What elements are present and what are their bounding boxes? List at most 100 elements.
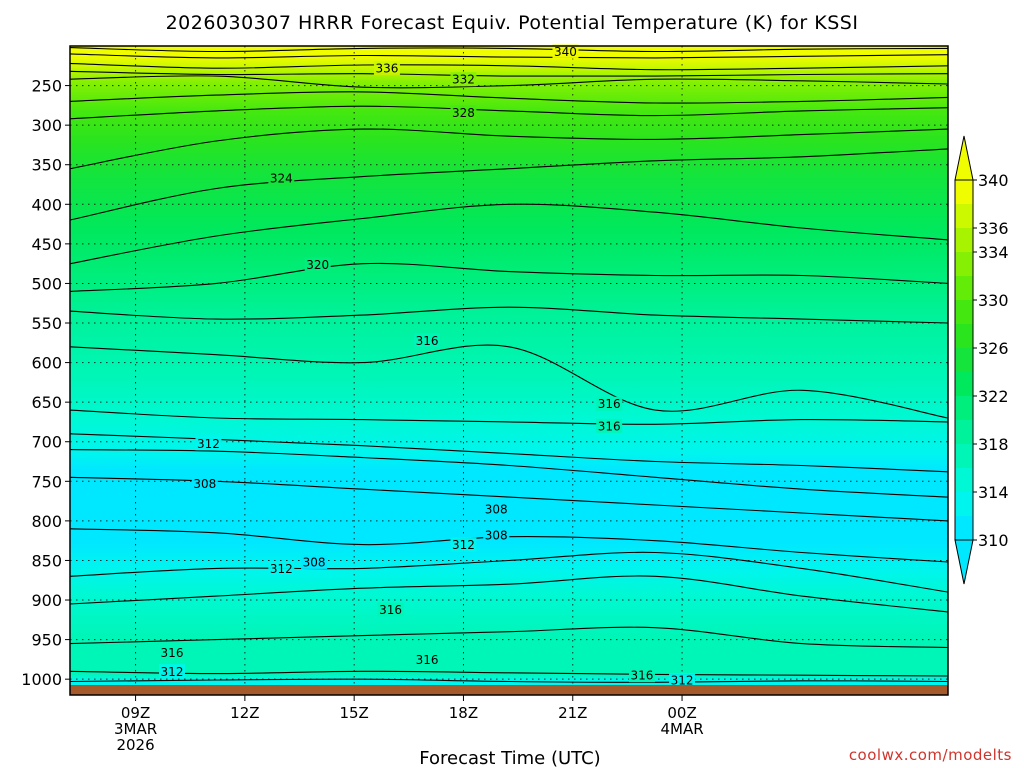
- colorbar-label: 334: [978, 243, 1009, 262]
- colorbar-segment: [955, 348, 973, 372]
- contour-label-bg: [377, 602, 404, 617]
- y-tick-label: 800: [31, 512, 62, 531]
- contour-label-328: 328: [450, 105, 477, 120]
- contour-label-324: 324: [268, 171, 295, 186]
- colorbar-label: 314: [978, 483, 1009, 502]
- colorbar-segment: [955, 396, 973, 420]
- contour-label-text: 316: [631, 669, 654, 683]
- contour-label-text: 316: [416, 653, 439, 667]
- contour-label-text: 316: [379, 603, 402, 617]
- credit-text: coolwx.com/modelts: [849, 746, 1012, 764]
- contour-label-text: 312: [270, 562, 293, 576]
- contour-label-336: 336: [373, 61, 400, 76]
- contour-label-text: 316: [416, 334, 439, 348]
- contour-336: [69, 62, 949, 71]
- contour-label-312: 312: [159, 664, 186, 679]
- contour-label-bg: [268, 561, 295, 576]
- y-tick-label: 900: [31, 591, 62, 610]
- ground-surface: [70, 685, 948, 695]
- contour-314: [69, 575, 949, 613]
- colorbar-segment: [955, 444, 973, 468]
- y-tick-label: 750: [31, 472, 62, 491]
- contour-label-312: 312: [450, 537, 477, 552]
- contour-label-bg: [628, 668, 655, 683]
- x-tick-label: 4MAR: [660, 720, 703, 738]
- contour-label-bg: [552, 44, 579, 59]
- colorbar-segment: [955, 324, 973, 348]
- contour-326: [69, 128, 949, 170]
- y-tick-label: 350: [31, 156, 62, 175]
- colorbar-segment: [955, 228, 973, 252]
- colorbar-top-arrow: [954, 135, 974, 181]
- contour-label-text: 320: [306, 258, 329, 272]
- contour-label-text: 312: [452, 538, 475, 552]
- y-tick-label: 250: [31, 77, 62, 96]
- x-tick-label: 21Z: [558, 704, 587, 722]
- contour-label-bg: [195, 436, 222, 451]
- y-axis: 250 300 350 400 450 500 550 600 650 700 750 800 850 9…: [21, 77, 70, 689]
- contour-label-text: 308: [303, 556, 326, 570]
- contour-label-bg: [450, 105, 477, 120]
- x-tick-label: 18Z: [449, 704, 478, 722]
- contour-label-bg: [414, 652, 441, 667]
- contour-label-bg: [268, 171, 295, 186]
- contour-label-308: 308: [301, 555, 328, 570]
- colorbar-label: 322: [978, 387, 1009, 406]
- contour-label-text: 332: [452, 73, 475, 87]
- contour-label-316: 316: [596, 396, 623, 411]
- contour-label-bg: [669, 672, 696, 687]
- contour-label-text: 328: [452, 106, 475, 120]
- x-tick-label: 12Z: [230, 704, 259, 722]
- plot-frame: [69, 45, 949, 696]
- contour-label-bg: [414, 333, 441, 348]
- colorbar-bottom-arrow: [954, 539, 974, 585]
- colorbar-segment: [955, 492, 973, 516]
- contour-316: [69, 344, 949, 419]
- chart-title: 2026030307 HRRR Forecast Equiv. Potentia…: [166, 12, 859, 34]
- contour-label-bg: [373, 61, 400, 76]
- colorbar-label: 310: [978, 531, 1009, 550]
- contour-label-bg: [159, 645, 186, 660]
- colorbar-label: 336: [978, 219, 1009, 238]
- contour-334: [69, 70, 949, 77]
- contour-label-316: 316: [414, 333, 441, 348]
- y-tick-label: 850: [31, 551, 62, 570]
- contour-label-316: 316: [596, 418, 623, 433]
- contour-340: [69, 47, 949, 53]
- contour-label-332: 332: [450, 72, 477, 87]
- contour-label-bg: [450, 537, 477, 552]
- contour-312: [69, 551, 949, 593]
- contour-label-text: 312: [161, 665, 184, 679]
- colorbar-segment: [955, 468, 973, 492]
- colorbar: 310 314 318 322 326 330 334 336 340: [954, 135, 1009, 585]
- contour-label-text: 316: [598, 419, 621, 433]
- surface-band: [70, 685, 948, 695]
- contour-label-text: 324: [270, 172, 293, 186]
- contour-label-bg: [304, 257, 331, 272]
- colorbar-segment: [955, 252, 973, 276]
- colorbar-segment: [955, 516, 973, 540]
- y-tick-label: 300: [31, 116, 62, 135]
- y-tick-label: 600: [31, 354, 62, 373]
- colorbar-segment: [955, 420, 973, 444]
- contour-label-bg: [301, 555, 328, 570]
- y-tick-label: 700: [31, 433, 62, 452]
- contour-label-text: 340: [554, 45, 577, 59]
- y-tick-label: 650: [31, 393, 62, 412]
- contour-label-316: 316: [628, 668, 655, 683]
- y-tick-label: 1000: [21, 670, 62, 689]
- contour-322: [69, 203, 949, 265]
- colorbar-label: 326: [978, 339, 1009, 358]
- contour-316: [69, 670, 949, 677]
- contour-label-316: 316: [159, 645, 186, 660]
- contour-label-308: 308: [483, 502, 510, 517]
- contour-338: [69, 53, 949, 59]
- x-axis-label: Forecast Time (UTC): [419, 748, 600, 768]
- contour-label-bg: [483, 528, 510, 543]
- contour-320: [69, 262, 949, 292]
- y-tick-label: 550: [31, 314, 62, 333]
- y-tick-label: 950: [31, 631, 62, 650]
- contour-label-bg: [483, 502, 510, 517]
- contour-316: [69, 626, 949, 649]
